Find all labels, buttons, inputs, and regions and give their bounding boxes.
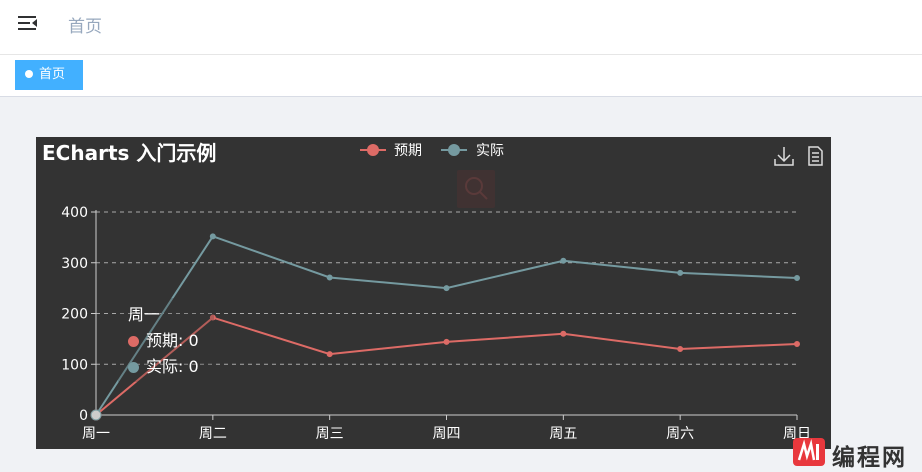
chart-series: [90, 233, 800, 421]
series-1-point-4[interactable]: [560, 257, 567, 264]
series-1-point-1[interactable]: [209, 233, 216, 240]
tooltip-value-expected: 预期: 0: [146, 331, 199, 350]
y-tick-label-1: 100: [61, 357, 88, 373]
series-0-point-5[interactable]: [677, 346, 684, 353]
y-tick-label-3: 300: [61, 256, 88, 272]
site-watermark: 编程网: [792, 436, 922, 471]
legend-item-actual[interactable]: 实际: [441, 143, 504, 159]
zoom-icon[interactable]: [457, 170, 495, 208]
y-tick-label-0: 0: [79, 408, 88, 424]
tags-view-bar: 首页: [0, 55, 922, 97]
chart-canvas: ECharts 入门示例 预期 实际: [42, 141, 823, 442]
tooltip-marker-expected: [128, 336, 139, 347]
legend-marker-actual: [448, 144, 460, 156]
tooltip-category: 周一: [128, 305, 161, 324]
tooltip-row-expected: 预期: 0: [128, 328, 204, 354]
echarts-line-chart: ECharts 入门示例 预期 实际: [36, 137, 831, 449]
tag-home[interactable]: 首页: [15, 60, 83, 90]
series-1-point-2[interactable]: [326, 274, 333, 281]
legend-item-expected[interactable]: 预期: [360, 143, 422, 159]
tooltip-value-actual: 实际: 0: [146, 357, 199, 376]
x-tick-label-1: 周二: [199, 426, 227, 442]
y-tick-label-4: 400: [61, 205, 88, 221]
tag-home-label: 首页: [39, 67, 66, 82]
series-1-point-3[interactable]: [443, 285, 450, 292]
series-0-point-6[interactable]: [794, 340, 800, 347]
watermark-text: 编程网: [832, 445, 907, 471]
x-tick-label-5: 周六: [666, 426, 694, 442]
hamburger-menu-icon[interactable]: [16, 13, 40, 33]
data-view-icon[interactable]: [808, 146, 823, 166]
legend-marker-expected: [367, 144, 379, 156]
x-tick-label-0: 周一: [82, 426, 110, 442]
chart-grid: [96, 211, 797, 365]
x-tick-label-3: 周四: [433, 426, 461, 442]
series-1-point-0[interactable]: [90, 409, 102, 421]
chart-tooltip: 周一 预期: 0 实际: 0: [118, 298, 214, 382]
active-tag-dot: [25, 70, 33, 78]
top-navbar: 首页: [0, 0, 922, 55]
chart-title: ECharts 入门示例: [42, 141, 216, 165]
x-tick-label-2: 周三: [316, 426, 344, 442]
series-0-point-1[interactable]: [209, 314, 216, 321]
series-1-point-6[interactable]: [794, 274, 800, 281]
watermark-logo-icon: [793, 438, 825, 466]
series-1-point-5[interactable]: [677, 269, 684, 276]
series-0-point-3[interactable]: [443, 338, 450, 345]
x-tick-label-4: 周五: [549, 426, 577, 442]
legend-label-expected: 预期: [394, 143, 422, 159]
legend-label-actual: 实际: [476, 143, 504, 159]
series-0-point-4[interactable]: [560, 330, 567, 337]
breadcrumb-home[interactable]: 首页: [68, 17, 102, 37]
series-0-point-2[interactable]: [326, 351, 333, 358]
download-icon[interactable]: [774, 147, 794, 166]
tooltip-row-actual: 实际: 0: [128, 354, 204, 380]
y-tick-label-2: 200: [61, 307, 88, 323]
tooltip-marker-actual: [128, 362, 139, 373]
